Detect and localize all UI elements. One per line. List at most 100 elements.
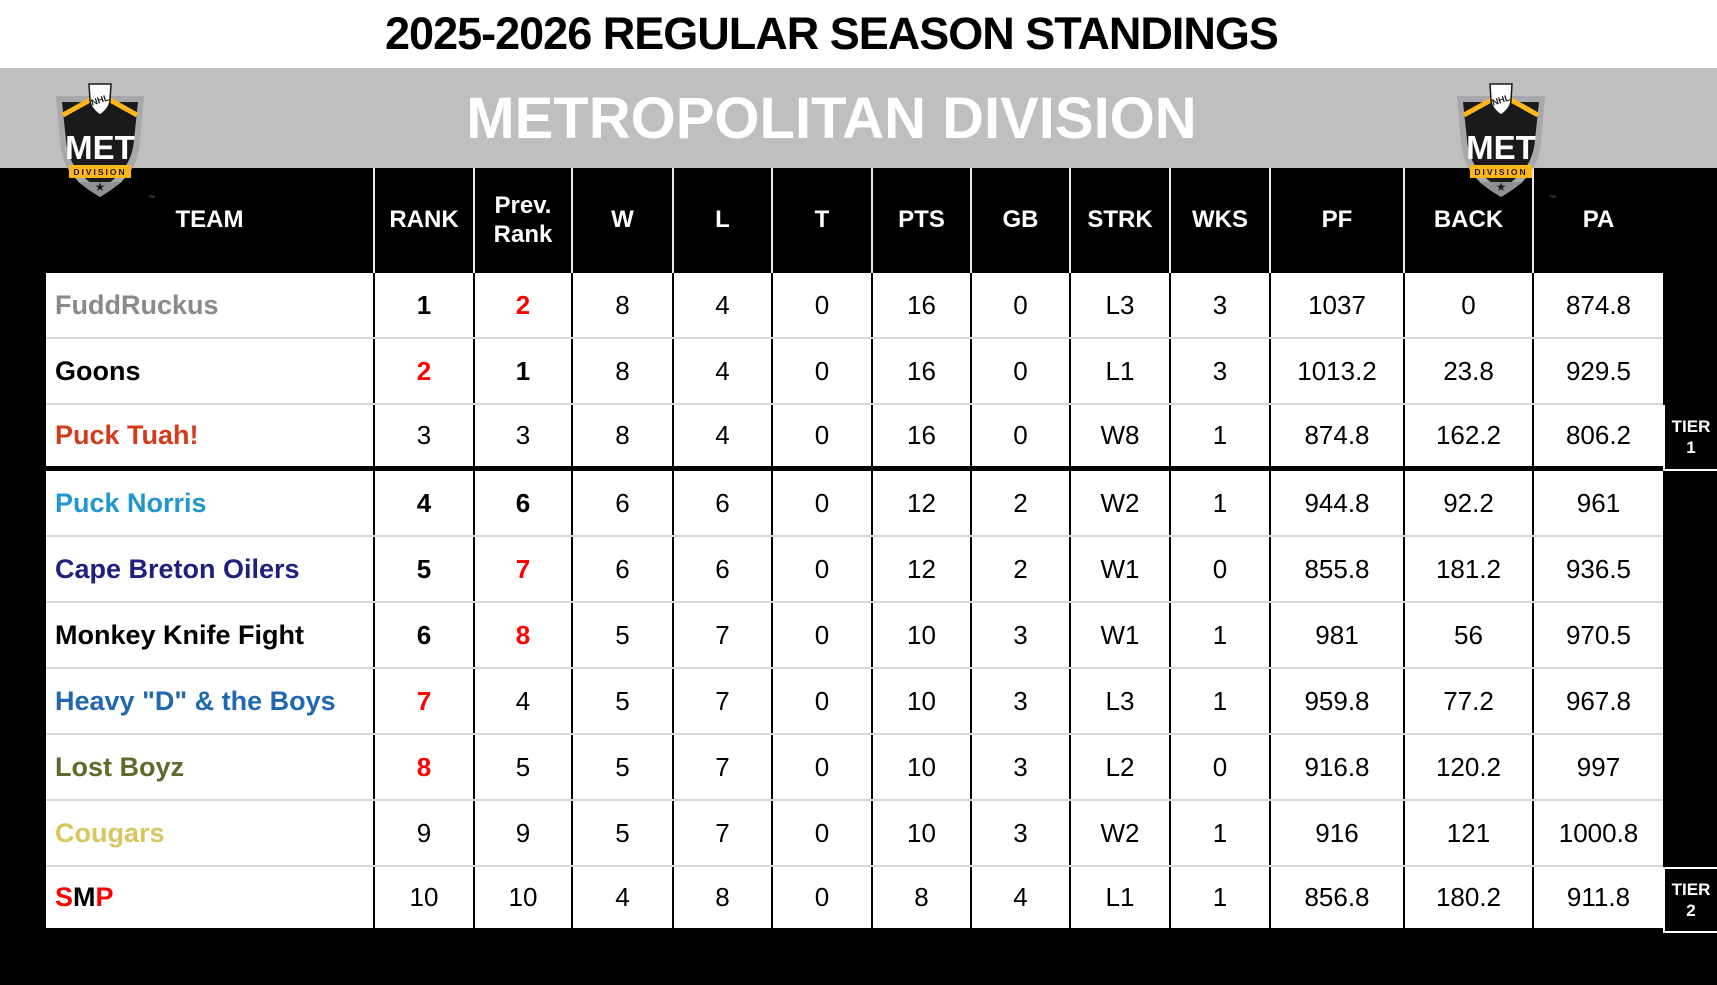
team-name: Cape Breton Oilers [46, 537, 373, 601]
logo-abbr-text: MET [1466, 129, 1536, 166]
cell-t: 0 [771, 471, 871, 535]
cell-pf: 855.8 [1269, 537, 1403, 601]
cell-pf: 856.8 [1269, 867, 1403, 928]
cell-t: 0 [771, 339, 871, 403]
cell-strk: W2 [1069, 471, 1169, 535]
cell-wks: 0 [1169, 537, 1269, 601]
column-header-team: TEAM [175, 206, 244, 234]
cell-pf: 874.8 [1269, 405, 1403, 466]
trademark-symbol: ™ [148, 195, 155, 202]
cell-l: 4 [672, 405, 771, 466]
column-header-strk: STRK [1069, 168, 1169, 273]
team-name-segment: Heavy "D" & the Boys [55, 685, 336, 716]
cell-l: 7 [672, 735, 771, 799]
team-name: Goons [46, 339, 373, 403]
cell-l: 6 [672, 537, 771, 601]
cell-strk: W8 [1069, 405, 1169, 466]
tier-strip: TIER 1 TIER 2 [1663, 168, 1717, 933]
tier-1-label: TIER 1 [1663, 405, 1717, 471]
table-row-7: Heavy "D" & the Boys 7 4 5 7 0 10 3 L3 1 959.8 77.2… [46, 669, 1663, 735]
tier-1-line2: 1 [1686, 438, 1696, 457]
table-row-4: Puck Norris 4 6 6 6 0 12 2 W2 1 944.8 92.2 961 [46, 471, 1663, 537]
cell-pf: 1013.2 [1269, 339, 1403, 403]
logo-chevron [1479, 182, 1523, 197]
met-division-logo-right: NHL MET DIVISION ★ ™ [1457, 83, 1556, 202]
cell-wks: 1 [1169, 603, 1269, 667]
met-division-logo-left: NHL MET DIVISION ★ ™ [56, 83, 155, 202]
cell-gb: 0 [970, 405, 1069, 466]
nhl-shield-icon [1489, 83, 1513, 116]
team-name-segment: M [73, 882, 96, 912]
table-row-1: FuddRuckus 1 2 8 4 0 16 0 L3 3 1037 0 874.8 [46, 273, 1663, 339]
cell-back: 120.2 [1403, 735, 1532, 799]
cell-back: 77.2 [1403, 669, 1532, 733]
cell-wks: 0 [1169, 735, 1269, 799]
cell-pa: 929.5 [1532, 339, 1663, 403]
cell-prev-rank: 9 [473, 801, 571, 865]
cell-pts: 12 [871, 471, 970, 535]
cell-pts: 10 [871, 801, 970, 865]
cell-rank: 7 [373, 669, 473, 733]
table-row-5: Cape Breton Oilers 5 7 6 6 0 12 2 W1 0 855.8 181.2 9… [46, 537, 1663, 603]
gold-stripe-left [61, 97, 92, 118]
gold-stripe-right [1509, 97, 1540, 118]
star-icon: ★ [1496, 180, 1507, 194]
cell-pa: 967.8 [1532, 669, 1663, 733]
cell-w: 6 [571, 537, 672, 601]
star-icon: ★ [95, 180, 106, 194]
column-header-rank: RANK [373, 168, 473, 273]
cell-rank: 4 [373, 471, 473, 535]
column-header-back: BACK [1403, 168, 1532, 273]
cell-strk: L3 [1069, 669, 1169, 733]
cell-rank: 3 [373, 405, 473, 466]
cell-prev-rank: 3 [473, 405, 571, 466]
cell-prev-rank: 2 [473, 273, 571, 337]
cell-prev-rank: 7 [473, 537, 571, 601]
cell-prev-rank: 5 [473, 735, 571, 799]
table-row-9: Cougars 9 9 5 7 0 10 3 W2 1 916 121 1000.8 [46, 801, 1663, 867]
gold-stripe-right [108, 97, 139, 118]
logo-chevron [78, 182, 122, 197]
cell-pts: 8 [871, 867, 970, 928]
cell-prev-rank: 4 [473, 669, 571, 733]
cell-strk: W1 [1069, 537, 1169, 601]
cell-prev-rank: 10 [473, 867, 571, 928]
cell-pts: 10 [871, 735, 970, 799]
cell-t: 0 [771, 801, 871, 865]
page-title: 2025-2026 REGULAR SEASON STANDINGS [385, 8, 1279, 59]
cell-t: 0 [771, 603, 871, 667]
cell-back: 181.2 [1403, 537, 1532, 601]
team-name: Cougars [46, 801, 373, 865]
cell-rank: 6 [373, 603, 473, 667]
nhl-shield-icon [88, 83, 112, 116]
cell-pf: 916 [1269, 801, 1403, 865]
cell-pa: 1000.8 [1532, 801, 1663, 865]
cell-pf: 1037 [1269, 273, 1403, 337]
bottom-bar [0, 933, 1717, 985]
cell-pa: 874.8 [1532, 273, 1663, 337]
column-header-wks: WKS [1169, 168, 1269, 273]
cell-prev-rank: 6 [473, 471, 571, 535]
cell-strk: L1 [1069, 339, 1169, 403]
cell-strk: L1 [1069, 867, 1169, 928]
team-name-segment: Puck Norris [55, 487, 207, 518]
cell-rank: 9 [373, 801, 473, 865]
cell-w: 6 [571, 471, 672, 535]
cell-pf: 981 [1269, 603, 1403, 667]
cell-pa: 806.2 [1532, 405, 1663, 466]
cell-gb: 2 [970, 537, 1069, 601]
team-name-segment: P [95, 882, 114, 912]
cell-pa: 911.8 [1532, 867, 1663, 928]
cell-l: 8 [672, 867, 771, 928]
team-name-segment: S [55, 882, 74, 912]
cell-pf: 944.8 [1269, 471, 1403, 535]
cell-prev-rank: 1 [473, 339, 571, 403]
column-header-pa: PA [1532, 168, 1663, 273]
team-name: Puck Norris [46, 471, 373, 535]
team-name-segment: Goons [55, 355, 141, 386]
team-name-segment: Lost Boyz [55, 751, 185, 782]
table-left-frame [0, 168, 46, 933]
cell-strk: L3 [1069, 273, 1169, 337]
